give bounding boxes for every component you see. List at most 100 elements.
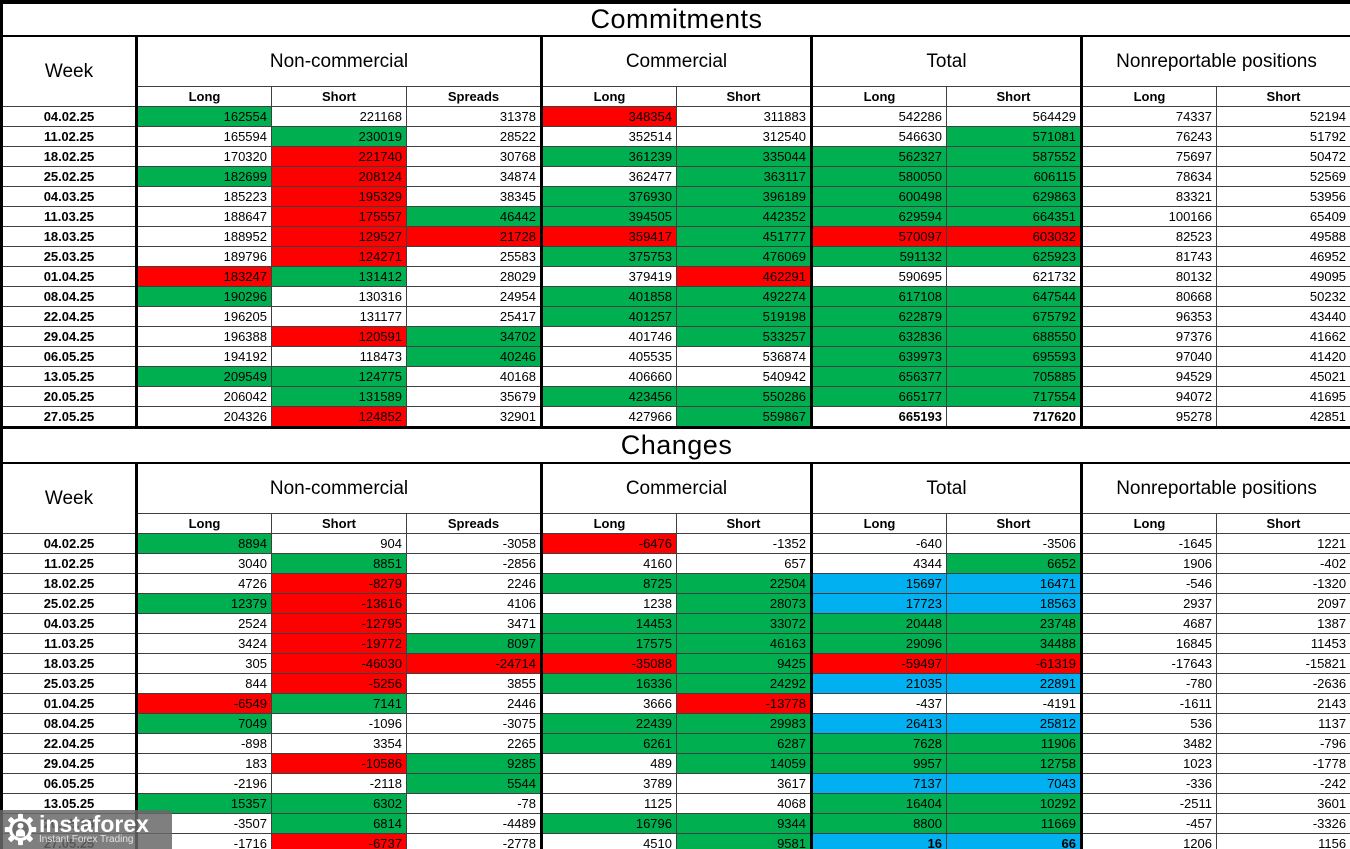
table-row: 11.03.25 3424 -19772 8097 17575 46163 29096 344… xyxy=(1,633,1350,654)
value-cell: 11669 xyxy=(946,813,1082,834)
table-row: 18.03.25 305 -46030 -24714 -35088 9425 -59497-… xyxy=(1,653,1350,674)
value-cell: 462291 xyxy=(676,266,812,287)
changes-body: 04.02.25 8894 904 -3058 -6476 -1352 -640 -3506-… xyxy=(1,533,1350,849)
value-cell: 34488 xyxy=(946,633,1082,654)
value-cell: 396189 xyxy=(676,186,812,207)
week-cell: 18.02.25 xyxy=(1,146,137,167)
table-row: 25.02.25 12379 -13616 4106 1238 28073 17723 185… xyxy=(1,593,1350,614)
value-cell: 46952 xyxy=(1215,246,1350,267)
value-cell: -24714 xyxy=(406,653,542,674)
value-cell: -4489 xyxy=(406,813,542,834)
week-cell: 22.04.25 xyxy=(1,306,137,327)
value-cell: 9344 xyxy=(676,813,812,834)
value-cell: 405535 xyxy=(540,346,677,367)
value-cell: 221740 xyxy=(271,146,407,167)
group-header-nonreportable: Nonreportable positions xyxy=(1079,35,1350,87)
value-cell: 131589 xyxy=(271,386,407,407)
value-cell: 622879 xyxy=(810,306,947,327)
value-cell: 4726 xyxy=(135,573,272,594)
value-cell: 600498 xyxy=(810,186,947,207)
value-cell: -2196 xyxy=(135,773,272,794)
value-cell: 904 xyxy=(271,533,407,554)
value-cell: 536 xyxy=(1080,713,1217,734)
value-cell: -402 xyxy=(1215,553,1350,574)
value-cell: 96353 xyxy=(1080,306,1217,327)
value-cell: 94072 xyxy=(1080,386,1217,407)
value-cell: 21035 xyxy=(810,673,947,694)
value-cell: 78634 xyxy=(1080,166,1217,187)
value-cell: 492274 xyxy=(676,286,812,307)
value-cell: 14059 xyxy=(676,753,812,774)
value-cell: 550286 xyxy=(676,386,812,407)
value-cell: 46163 xyxy=(676,633,812,654)
value-cell: 188952 xyxy=(135,226,272,247)
table-row: 13.05.25 15357 6302 -78 1125 4068 16404 10292 -2… xyxy=(1,793,1350,814)
table-row: 29.04.25 196388 120591 34702 401746 533257 632… xyxy=(1,326,1350,347)
value-cell: 2937 xyxy=(1080,593,1217,614)
value-cell: -6549 xyxy=(135,693,272,714)
value-cell: 51792 xyxy=(1215,126,1350,147)
value-cell: 25583 xyxy=(406,246,542,267)
value-cell: 21728 xyxy=(406,226,542,247)
value-cell: 38345 xyxy=(406,186,542,207)
value-cell: 2265 xyxy=(406,733,542,754)
week-cell: 13.05.25 xyxy=(1,366,137,387)
value-cell: 162554 xyxy=(135,106,272,127)
value-cell: 1023 xyxy=(1080,753,1217,774)
value-cell: 3789 xyxy=(540,773,677,794)
value-cell: 7049 xyxy=(135,713,272,734)
col-header-c-long: Long xyxy=(540,513,677,534)
value-cell: 10292 xyxy=(946,793,1082,814)
week-cell: 06.05.25 xyxy=(1,773,137,794)
value-cell: 28029 xyxy=(406,266,542,287)
col-header-nc-short: Short xyxy=(271,513,407,534)
col-header-n-long: Long xyxy=(1080,513,1217,534)
week-cell: 06.05.25 xyxy=(1,346,137,367)
value-cell: 204326 xyxy=(135,406,272,428)
value-cell: 647544 xyxy=(946,286,1082,307)
table-row: 27.05.25-1716-6737-277845109581166612061… xyxy=(1,833,1350,849)
value-cell: 1156 xyxy=(1215,833,1350,849)
week-cell: 25.02.25 xyxy=(1,166,137,187)
value-cell: 2446 xyxy=(406,693,542,714)
value-cell: 16796 xyxy=(540,813,677,834)
value-cell: 606115 xyxy=(946,166,1082,187)
value-cell: 208124 xyxy=(271,166,407,187)
value-cell: 8851 xyxy=(271,553,407,574)
value-cell: 6287 xyxy=(676,733,812,754)
table-row: 04.02.25 162554 221168 31378 348354 311883 542… xyxy=(1,106,1350,127)
week-cell: 11.03.25 xyxy=(1,633,137,654)
week-cell: 11.02.25 xyxy=(1,126,137,147)
week-cell: 08.04.25 xyxy=(1,286,137,307)
value-cell: -59497 xyxy=(810,653,947,674)
commitments-table: Commitments Week Non-commercial Commerci… xyxy=(0,0,1350,429)
value-cell: 53956 xyxy=(1215,186,1350,207)
value-cell: -5256 xyxy=(271,673,407,694)
value-cell: -19772 xyxy=(271,633,407,654)
col-header-t-long: Long xyxy=(810,513,947,534)
value-cell: 25417 xyxy=(406,306,542,327)
table-row: 08.04.25 190296 130316 24954 401858 492274 617… xyxy=(1,286,1350,307)
value-cell: 15697 xyxy=(810,573,947,594)
week-cell: 11.02.25 xyxy=(1,553,137,574)
value-cell: 1125 xyxy=(540,793,677,814)
value-cell: 489 xyxy=(540,753,677,774)
value-cell: 8097 xyxy=(406,633,542,654)
value-cell: 129527 xyxy=(271,226,407,247)
value-cell: 130316 xyxy=(271,286,407,307)
value-cell: 335044 xyxy=(676,146,812,167)
value-cell: 639973 xyxy=(810,346,947,367)
table-row: 25.03.25 844 -5256 3855 16336 24292 21035 22891… xyxy=(1,673,1350,694)
value-cell: 11906 xyxy=(946,733,1082,754)
table-row: 20.05.25 206042 131589 35679 423456 550286 665… xyxy=(1,386,1350,407)
value-cell: 34874 xyxy=(406,166,542,187)
value-cell: -796 xyxy=(1215,733,1350,754)
group-header-total: Total xyxy=(810,462,1082,514)
value-cell: 65409 xyxy=(1215,206,1350,227)
value-cell: 375753 xyxy=(540,246,677,267)
week-cell: 11.03.25 xyxy=(1,206,137,227)
value-cell: 4106 xyxy=(406,593,542,614)
value-cell: 118473 xyxy=(271,346,407,367)
value-cell: -437 xyxy=(810,693,947,714)
week-cell: 08.04.25 xyxy=(1,713,137,734)
